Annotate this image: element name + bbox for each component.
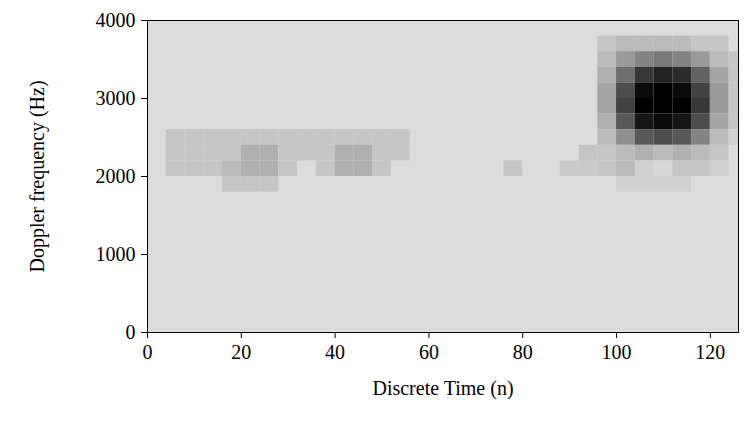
svg-text:120: 120 (695, 341, 725, 363)
svg-text:Doppler frequency (Hz): Doppler frequency (Hz) (26, 80, 49, 272)
svg-text:60: 60 (419, 341, 439, 363)
svg-text:0: 0 (143, 341, 153, 363)
svg-text:0: 0 (126, 321, 136, 343)
svg-text:4000: 4000 (96, 9, 136, 31)
svg-text:100: 100 (602, 341, 632, 363)
svg-text:20: 20 (231, 341, 251, 363)
svg-text:3000: 3000 (96, 87, 136, 109)
svg-text:Discrete Time (n): Discrete Time (n) (372, 377, 513, 400)
svg-text:1000: 1000 (96, 243, 136, 265)
svg-text:2000: 2000 (96, 165, 136, 187)
svg-text:80: 80 (513, 341, 533, 363)
svg-text:40: 40 (325, 341, 345, 363)
